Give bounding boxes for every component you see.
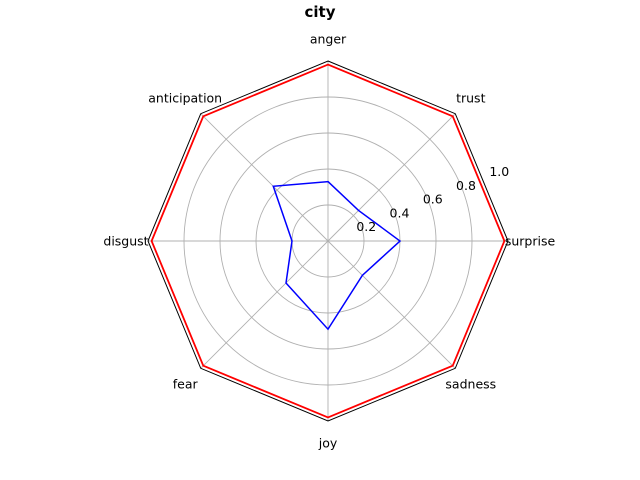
grid-layer — [147, 60, 509, 422]
axis-label-sadness: sadness — [445, 376, 496, 391]
radial-tick-label: 0.6 — [423, 192, 443, 207]
axis-label-trust: trust — [456, 91, 485, 106]
radial-tick-label: 1.0 — [489, 164, 509, 179]
radial-tick-label: 0.8 — [456, 178, 476, 193]
spoke-anticipation — [200, 113, 329, 242]
label-layer: 0.2 0.4 0.6 0.8 1.0 anger trust surprise sadness… — [103, 32, 555, 451]
spoke-trust — [327, 113, 456, 242]
axis-label-surprise: surprise — [505, 234, 556, 249]
series-2-line — [272, 180, 402, 331]
chart-title: city — [305, 3, 336, 21]
series-layer — [150, 63, 506, 419]
axis-label-disgust: disgust — [103, 234, 148, 249]
radial-tick-label: 0.2 — [356, 219, 376, 234]
spoke-sadness — [327, 240, 456, 369]
spoke-fear — [200, 240, 329, 369]
axis-label-anticipation: anticipation — [148, 91, 222, 106]
radial-tick-label: 0.4 — [390, 205, 410, 220]
axis-label-fear: fear — [173, 376, 199, 391]
series-1-line — [150, 63, 506, 419]
axis-label-anger: anger — [310, 32, 347, 47]
axis-label-joy: joy — [318, 436, 338, 451]
outer-frame — [147, 60, 509, 422]
